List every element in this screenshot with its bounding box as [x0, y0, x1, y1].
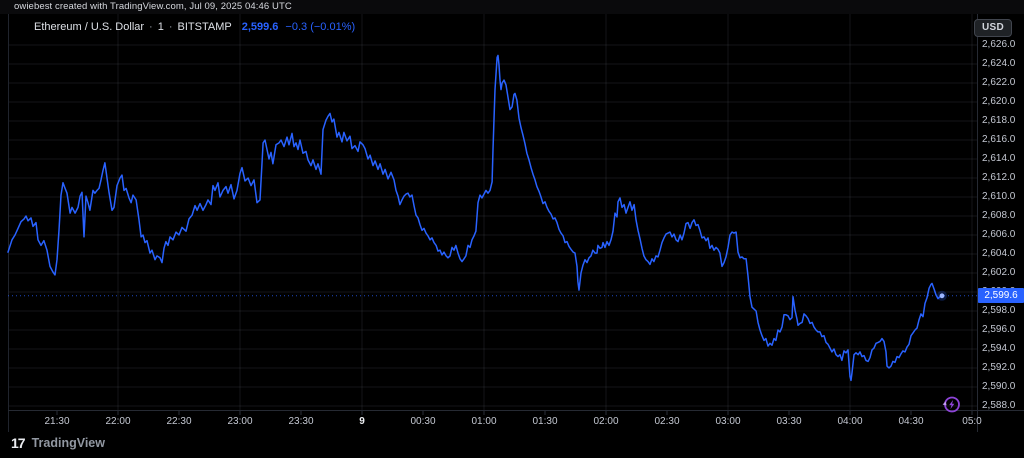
time-axis-label: 22:30: [166, 416, 192, 427]
legend-separator: ·: [168, 21, 173, 33]
price-axis-label: 2,608.0: [982, 210, 1016, 221]
lightning-bolt-glyph: [949, 399, 955, 410]
price-axis-label: 2,626.0: [982, 39, 1016, 50]
price-axis-label: 2,604.0: [982, 248, 1016, 259]
time-axis-label: 02:00: [593, 416, 619, 427]
time-axis-label: 00:30: [410, 416, 436, 427]
price-axis-label: 2,588.0: [982, 400, 1016, 411]
chart-interval: 1: [157, 21, 164, 33]
tradingview-logo-mark: 17: [11, 435, 26, 451]
time-axis-label: 04:30: [898, 416, 924, 427]
price-axis-label: 2,590.0: [982, 381, 1016, 392]
legend-last-price: 2,599.6: [241, 21, 279, 33]
price-axis-label: 2,602.0: [982, 267, 1016, 278]
time-axis-label: 05:0: [962, 416, 982, 427]
price-axis-label: 2,596.0: [982, 324, 1016, 335]
time-axis-label: 04:00: [837, 416, 863, 427]
time-axis-label: 23:00: [227, 416, 253, 427]
price-axis-label: 2,592.0: [982, 362, 1016, 373]
price-axis-label: 2,622.0: [982, 77, 1016, 88]
price-axis-label: 2,620.0: [982, 96, 1016, 107]
price-axis-label: 2,618.0: [982, 115, 1016, 126]
legend-price-change: −0.3 (−0.01%): [285, 21, 356, 33]
time-axis-label: 01:00: [471, 416, 497, 427]
price-axis-label: 2,610.0: [982, 191, 1016, 202]
exchange-name: BITSTAMP: [177, 21, 232, 33]
price-axis-label: 2,614.0: [982, 153, 1016, 164]
current-price-badge: 2,599.6: [978, 288, 1024, 304]
time-axis-label: 03:00: [715, 416, 741, 427]
price-axis-label: 2,594.0: [982, 343, 1016, 354]
arrowhead-glyph: [942, 401, 947, 406]
symbol-name: Ethereum / U.S. Dollar: [34, 21, 145, 33]
time-axis-label: 02:30: [654, 416, 680, 427]
price-axis-label: 2,612.0: [982, 172, 1016, 183]
time-axis-label: 9: [359, 416, 365, 427]
price-line: [7, 54, 943, 382]
realtime-flash-icon[interactable]: [941, 394, 962, 415]
currency-badge: USD: [974, 19, 1013, 37]
attribution-bar: owiebest created with TradingView.com, J…: [0, 0, 1024, 14]
time-axis-label: 22:00: [105, 416, 131, 427]
last-price-dot: [939, 293, 945, 299]
attribution-text: owiebest created with TradingView.com, J…: [14, 1, 292, 12]
symbol-legend[interactable]: Ethereum / U.S. Dollar · 1 · BITSTAMP 2,599.6…: [34, 21, 355, 33]
price-axis-label: 2,624.0: [982, 58, 1016, 69]
tradingview-logo-text: TradingView: [31, 436, 105, 450]
time-axis-label: 01:30: [532, 416, 558, 427]
legend-separator: ·: [149, 21, 153, 33]
price-axis-label: 2,598.0: [982, 305, 1016, 316]
time-axis-label: 03:30: [776, 416, 802, 427]
price-axis-label: 2,606.0: [982, 229, 1016, 240]
tradingview-logo[interactable]: 17 TradingView: [11, 435, 105, 451]
time-axis-label: 21:30: [44, 416, 70, 427]
time-axis-label: 23:30: [288, 416, 314, 427]
price-axis-label: 2,616.0: [982, 134, 1016, 145]
